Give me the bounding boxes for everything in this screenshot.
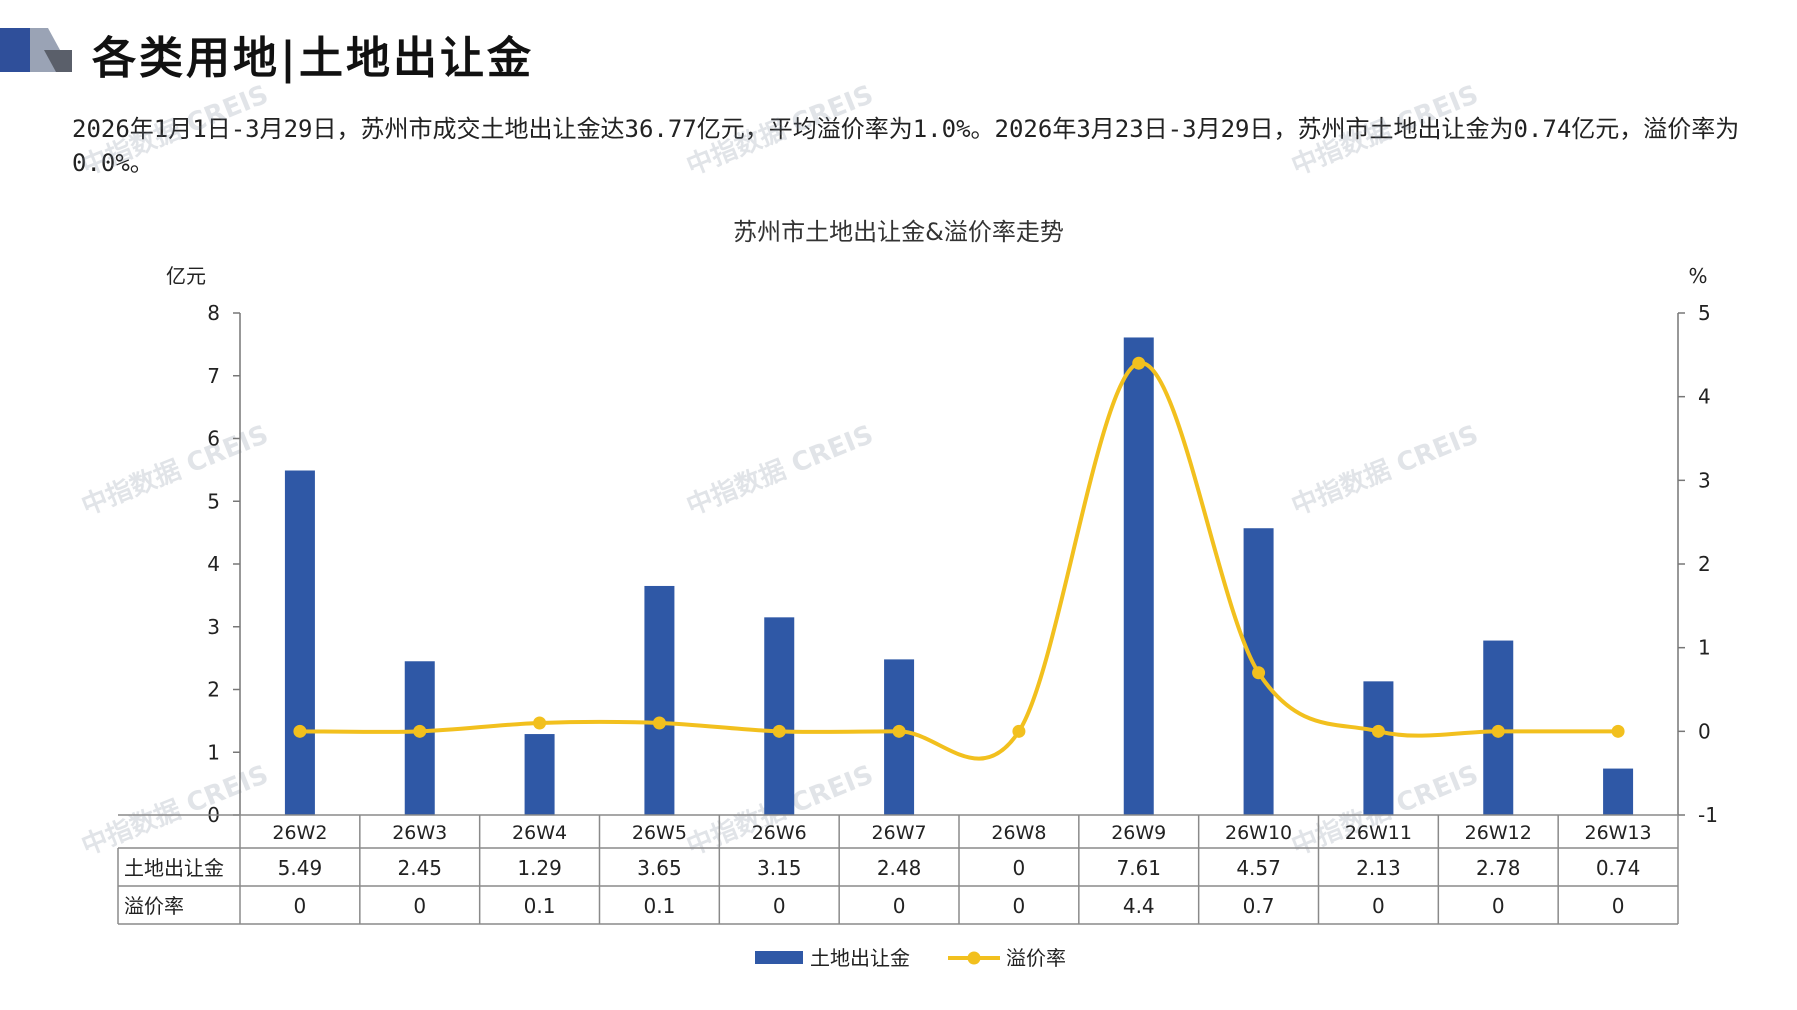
line-point <box>533 716 547 730</box>
table-cell-value: 0 <box>773 894 786 918</box>
line-point <box>1371 724 1385 738</box>
y-right-tick-label: 1 <box>1698 636 1711 660</box>
category-label: 26W2 <box>272 822 327 844</box>
table-cell-value: 0.1 <box>644 894 676 918</box>
line-point <box>1611 724 1625 738</box>
legend-swatch-marker <box>967 951 981 965</box>
category-label: 26W9 <box>1111 822 1166 844</box>
legend-label: 土地出让金 <box>810 946 910 970</box>
y-left-tick-label: 1 <box>207 740 220 764</box>
legend-swatch-bar <box>755 951 803 964</box>
table-cell-value: 0 <box>294 894 307 918</box>
table-cell-value: 0.1 <box>524 894 556 918</box>
table-cell-value: 7.61 <box>1116 856 1161 880</box>
table-cell-value: 5.49 <box>278 856 323 880</box>
table-cell-value: 2.45 <box>397 856 442 880</box>
category-label: 26W3 <box>392 822 447 844</box>
y-left-tick-label: 6 <box>207 427 220 451</box>
table-cell-value: 0 <box>893 894 906 918</box>
table-cell-value: 0.74 <box>1596 856 1641 880</box>
y-right-tick-label: 4 <box>1698 385 1711 409</box>
y-right-tick-label: 3 <box>1698 468 1711 492</box>
y-left-tick-label: 2 <box>207 678 220 702</box>
table-cell-value: 3.15 <box>757 856 802 880</box>
category-label: 26W12 <box>1465 822 1532 844</box>
table-cell-value: 0 <box>1013 894 1026 918</box>
bar <box>1363 681 1394 815</box>
bar <box>1603 768 1634 815</box>
category-label: 26W5 <box>632 822 687 844</box>
bar <box>644 585 675 815</box>
y-left-tick-label: 5 <box>207 489 220 513</box>
category-label: 26W7 <box>872 822 927 844</box>
y-right-tick-label: -1 <box>1698 803 1718 827</box>
table-cell-value: 4.4 <box>1123 894 1155 918</box>
bar <box>284 470 315 815</box>
page-title: 各类用地|土地出让金 <box>92 33 535 84</box>
table-cell-value: 0 <box>413 894 426 918</box>
line-point <box>652 716 666 730</box>
table-row-header: 溢价率 <box>124 894 184 918</box>
table-cell-value: 2.78 <box>1476 856 1521 880</box>
line-point <box>293 724 307 738</box>
table-cell-value: 0 <box>1612 894 1625 918</box>
bar <box>404 661 435 815</box>
y-left-unit: 亿元 <box>166 264 206 288</box>
table-cell-value: 0 <box>1492 894 1505 918</box>
category-label: 26W8 <box>991 822 1046 844</box>
table-cell-value: 3.65 <box>637 856 682 880</box>
category-label: 26W13 <box>1585 822 1652 844</box>
table-cell-value: 2.13 <box>1356 856 1401 880</box>
legend-label: 溢价率 <box>1006 946 1066 970</box>
line-point <box>1012 724 1026 738</box>
bar <box>764 617 795 815</box>
bar <box>1123 337 1154 815</box>
chart-title: 苏州市土地出让金&溢价率走势 <box>733 218 1064 246</box>
y-left-tick-label: 4 <box>207 552 220 576</box>
y-left-tick-label: 8 <box>207 301 220 325</box>
line-point <box>892 724 906 738</box>
y-left-tick-label: 3 <box>207 615 220 639</box>
table-cell-value: 0 <box>1013 856 1026 880</box>
table-cell-value: 4.57 <box>1236 856 1281 880</box>
line-point <box>1132 356 1146 370</box>
category-label: 26W11 <box>1345 822 1412 844</box>
table-cell-value: 1.29 <box>517 856 562 880</box>
brand-logo <box>0 28 72 72</box>
line-point <box>772 724 786 738</box>
y-right-tick-label: 2 <box>1698 552 1711 576</box>
table-cell-value: 2.48 <box>877 856 922 880</box>
table-cell-value: 0 <box>1372 894 1385 918</box>
y-right-tick-label: 5 <box>1698 301 1711 325</box>
line-point <box>1491 724 1505 738</box>
table-cell-value: 0.7 <box>1243 894 1275 918</box>
y-right-tick-label: 0 <box>1698 719 1711 743</box>
line-series <box>299 361 1619 761</box>
y-left-tick-label: 7 <box>207 364 220 388</box>
line-point <box>1252 666 1266 680</box>
line-point <box>413 724 427 738</box>
y-right-unit: % <box>1688 264 1707 288</box>
category-label: 26W6 <box>752 822 807 844</box>
summary-text: 2026年1月1日-3月29日，苏州市成交土地出让金达36.77亿元，平均溢价率… <box>72 115 1740 177</box>
bar <box>524 734 555 815</box>
category-label: 26W10 <box>1225 822 1292 844</box>
category-label: 26W4 <box>512 822 567 844</box>
table-row-header: 土地出让金 <box>124 856 224 880</box>
